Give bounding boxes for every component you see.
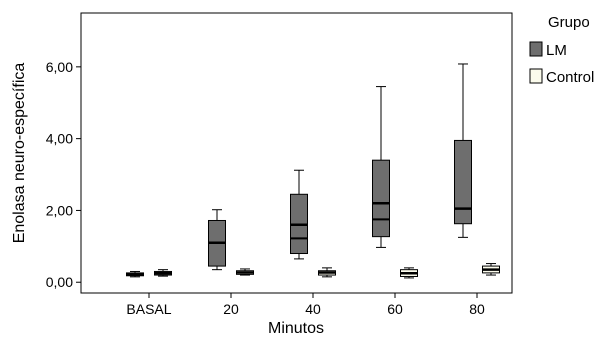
iqr-box — [454, 139, 472, 225]
legend-swatch-control — [529, 68, 543, 84]
x-axis-label: Minutos — [268, 320, 324, 337]
box-series — [126, 63, 500, 279]
box-control-20 — [236, 268, 254, 276]
box-lm-80 — [454, 63, 472, 238]
x-tick-label: BASAL — [126, 301, 171, 317]
legend: Grupo LM Control — [529, 14, 594, 86]
box-lm-40 — [290, 169, 308, 260]
box-lm-basal — [126, 270, 144, 278]
box-control-60 — [400, 267, 418, 279]
y-tick-label: 6,00 — [46, 59, 73, 75]
box-control-80 — [482, 263, 500, 276]
box-control-40 — [318, 267, 336, 278]
y-tick-label: 2,00 — [46, 202, 73, 218]
x-tick-label: 40 — [305, 301, 321, 317]
box-control-basal — [154, 269, 172, 277]
x-tick-label: 60 — [387, 301, 403, 317]
legend-swatch-lm — [529, 41, 543, 57]
x-tick-label: 20 — [223, 301, 239, 317]
box-lm-60 — [372, 86, 390, 248]
iqr-box — [372, 159, 390, 238]
legend-entry-control: Control — [546, 69, 594, 86]
box-lm-20 — [208, 209, 226, 271]
x-tick-label: 80 — [469, 301, 485, 317]
legend-title: Grupo — [548, 14, 590, 31]
legend-entry-lm: LM — [546, 42, 567, 59]
y-axis-label: Enolasa neuro-específica — [11, 63, 28, 244]
x-axis: BASAL 20 40 60 80 — [126, 293, 485, 317]
y-tick-label: 0,00 — [46, 274, 73, 290]
y-tick-label: 4,00 — [46, 131, 73, 147]
y-axis: 0,00 2,00 4,00 6,00 — [46, 59, 81, 290]
